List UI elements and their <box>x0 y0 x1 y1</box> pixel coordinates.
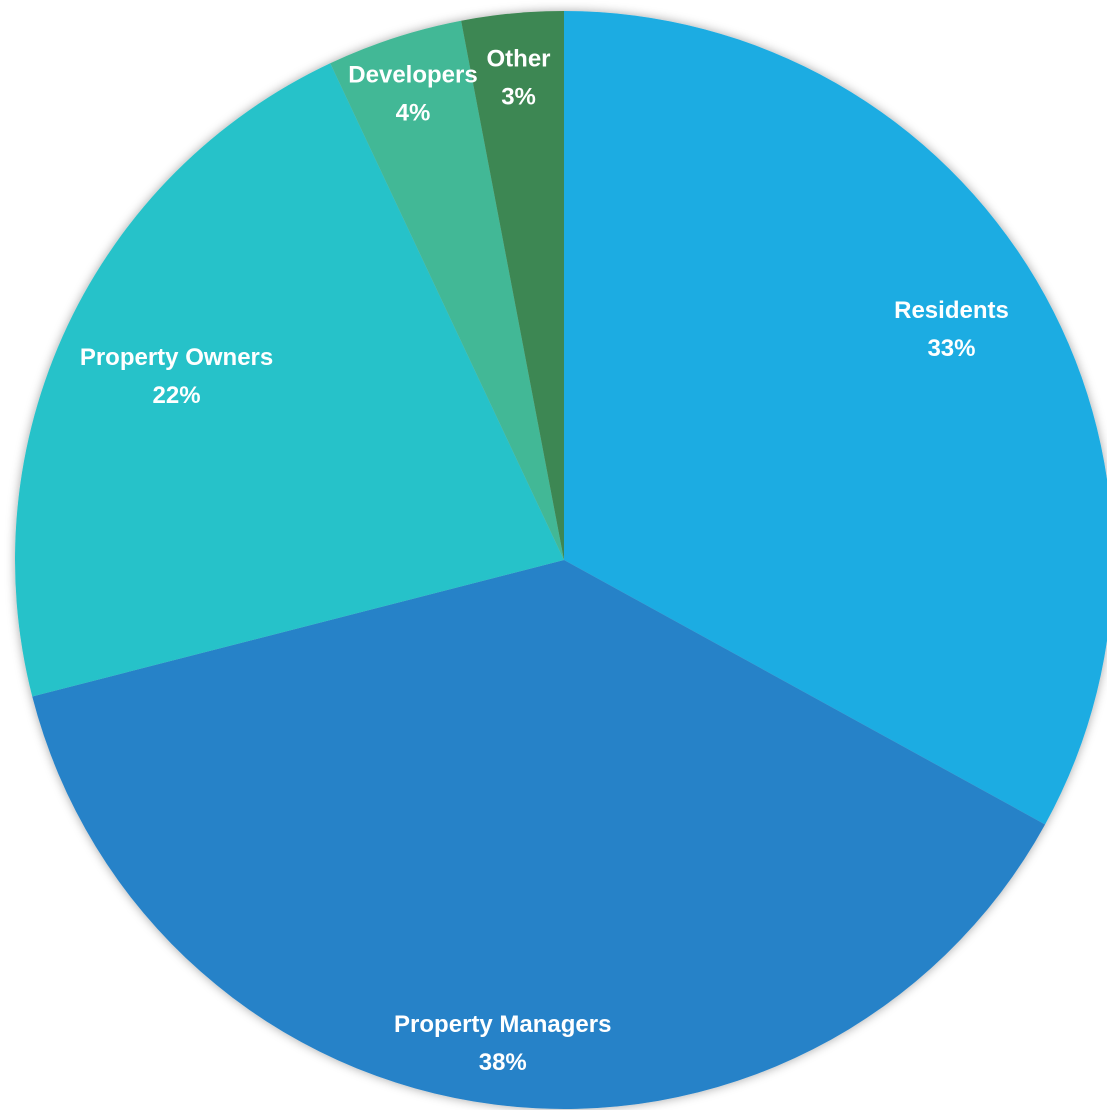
pie <box>14 11 1107 1109</box>
pie-slice <box>14 63 564 697</box>
slice-value-label: 4% <box>396 100 431 127</box>
slice-value-label: 3% <box>501 83 536 110</box>
slice-value-label: 22% <box>153 382 201 409</box>
slice-label: Property Owners <box>80 344 273 371</box>
slice-label: Property Managers <box>394 1011 611 1038</box>
slice-value-label: 38% <box>479 1049 527 1076</box>
slice-value-label: 33% <box>927 335 975 362</box>
slice-label: Residents <box>894 297 1009 324</box>
pie-slice <box>32 560 1046 1109</box>
slice-label: Other <box>487 45 551 72</box>
slice-label: Developers <box>348 62 477 89</box>
pie-slice <box>461 11 564 560</box>
labels: Residents 33% Property Managers 38% Property… <box>80 45 1009 1076</box>
pie-slice <box>564 11 1107 825</box>
pie-slice <box>330 20 564 560</box>
